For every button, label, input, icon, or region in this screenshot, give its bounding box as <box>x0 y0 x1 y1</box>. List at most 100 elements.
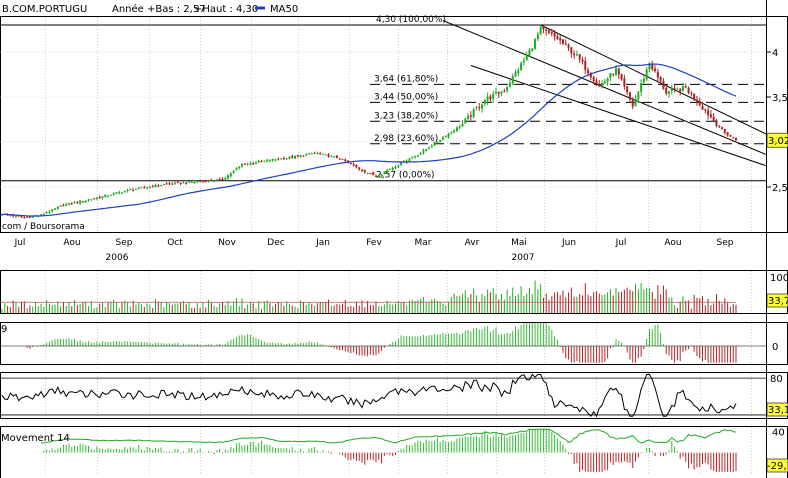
candle-body <box>235 168 238 171</box>
candle-body <box>676 88 679 90</box>
year-label: 2006 <box>106 253 129 263</box>
candle-body <box>285 158 288 160</box>
candle-body <box>218 178 221 180</box>
candle-body <box>23 217 26 219</box>
candle-body <box>704 109 707 111</box>
candle-body <box>534 38 537 49</box>
rsi-tick-label: 80 <box>770 374 783 385</box>
grid <box>0 17 766 474</box>
candle-body <box>681 86 684 91</box>
candle-body <box>90 199 93 201</box>
candle-body <box>481 104 484 109</box>
candle-body <box>718 125 721 127</box>
candle-body <box>522 60 525 63</box>
candle-body <box>213 180 216 182</box>
month-label: Mar <box>415 238 432 248</box>
candle-body <box>330 155 333 157</box>
candle-body <box>707 110 710 116</box>
candle-body <box>531 48 534 51</box>
frame-oscillator <box>0 322 788 365</box>
candle-body <box>174 182 177 184</box>
fib-label-5: 2,57 (0,00%) <box>376 171 435 181</box>
candle-body <box>536 34 539 40</box>
ma50-line <box>1 63 737 217</box>
candle-body <box>227 175 230 179</box>
adx-line <box>41 428 737 444</box>
candle-body <box>171 183 174 185</box>
dmi-last-tag <box>766 458 788 473</box>
candle-body <box>701 105 704 110</box>
candle-body <box>143 186 146 188</box>
candle-body <box>302 155 305 157</box>
month-label: Oct <box>167 238 183 248</box>
candle-body <box>95 197 98 199</box>
candle-body <box>305 154 308 156</box>
candle-body <box>76 202 79 204</box>
last-price-tag <box>766 132 788 148</box>
candle-body <box>444 136 447 138</box>
candle-body <box>374 175 377 177</box>
candle-body <box>81 201 84 203</box>
candle-body <box>726 132 729 136</box>
candle-body <box>48 211 51 213</box>
candle-body <box>361 169 364 171</box>
candle-body <box>252 163 255 165</box>
month-label: Aou <box>63 238 80 248</box>
candle-body <box>455 127 458 131</box>
candle-body <box>514 72 517 77</box>
candle-body <box>614 68 617 76</box>
candle-body <box>665 88 668 94</box>
volume-last-tag <box>766 293 788 308</box>
candle-body <box>628 92 631 100</box>
candle-body <box>146 187 149 189</box>
candle-body <box>709 114 712 118</box>
candle-body <box>441 137 444 140</box>
ma50-series <box>1 63 737 217</box>
candle-body <box>187 181 190 183</box>
candle-body <box>266 159 269 162</box>
candle-body <box>238 166 241 169</box>
month-label: Jul <box>14 238 26 248</box>
candle-body <box>416 154 419 157</box>
candle-body <box>274 159 277 161</box>
candle-body <box>333 156 336 158</box>
ticker-title: B.COM.PORTUGU <box>2 4 87 15</box>
candle-body <box>165 183 168 185</box>
month-label: Sep <box>116 238 133 248</box>
candle-body <box>469 115 472 117</box>
candle-body <box>659 76 662 82</box>
candle-body <box>433 142 436 146</box>
trend-lines <box>442 20 767 167</box>
candle-body <box>637 91 640 100</box>
candle-body <box>277 158 280 160</box>
candle-body <box>148 186 151 188</box>
trend-line-1 <box>540 24 767 135</box>
candle-body <box>458 126 461 129</box>
candle-body <box>190 181 193 183</box>
candle-body <box>310 153 313 155</box>
candle-body <box>670 88 673 92</box>
trend-line-0 <box>442 20 767 155</box>
candle-body <box>344 159 347 162</box>
candle-body <box>207 180 210 182</box>
candle-body <box>592 77 595 82</box>
candle-body <box>584 60 587 70</box>
candle-body <box>500 91 503 94</box>
rsi-line <box>0 373 766 418</box>
candle-body <box>494 91 497 94</box>
candle-body <box>525 55 528 61</box>
candle-body <box>425 149 428 151</box>
candle-body <box>42 213 45 215</box>
candle-body <box>294 155 297 159</box>
candle-body <box>84 200 87 202</box>
candle-body <box>121 192 124 194</box>
candle-body <box>419 153 422 155</box>
volume-bars <box>0 280 737 313</box>
month-label: Jun <box>561 238 576 248</box>
osc-label: 9 <box>1 324 7 335</box>
candle-body <box>564 43 567 45</box>
candle-body <box>118 192 121 194</box>
candle-body <box>73 202 76 204</box>
price-tick-label: 4 <box>772 48 778 59</box>
candle-body <box>472 109 475 117</box>
